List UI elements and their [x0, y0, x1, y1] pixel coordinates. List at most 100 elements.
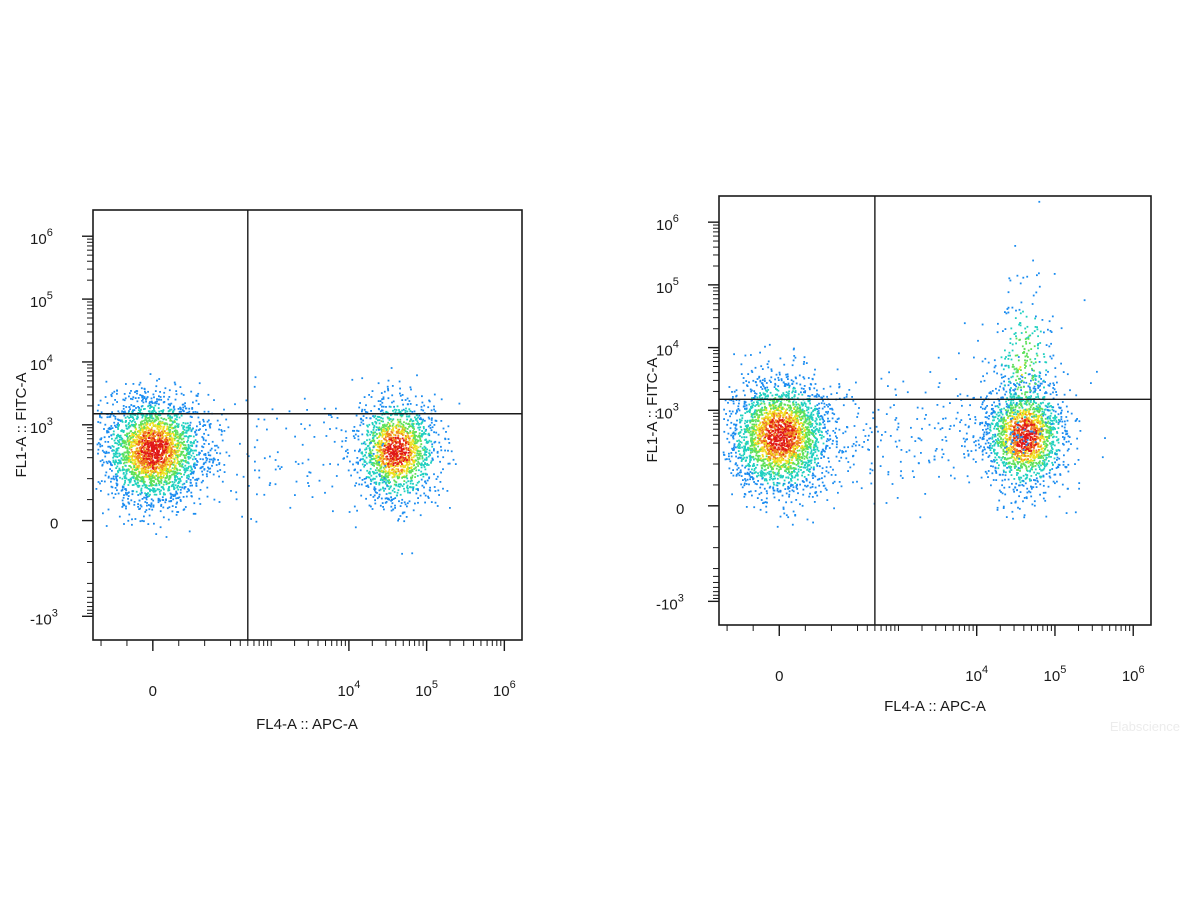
- event-dot: [787, 457, 790, 460]
- event-dot: [758, 424, 760, 426]
- event-dot: [393, 446, 396, 449]
- event-dot: [144, 417, 147, 419]
- event-dot: [169, 404, 171, 407]
- event-dot: [147, 437, 150, 439]
- event-dot: [254, 460, 256, 463]
- event-dot: [141, 469, 143, 471]
- event-dot: [382, 466, 385, 469]
- event-dot: [201, 465, 204, 468]
- event-dot: [387, 435, 389, 438]
- event-dot: [202, 418, 205, 421]
- event-dot: [165, 454, 168, 456]
- event-dot: [150, 461, 153, 464]
- event-dot: [140, 453, 143, 456]
- event-dot: [197, 403, 200, 405]
- event-dot: [404, 464, 406, 467]
- event-dot: [436, 505, 439, 507]
- event-dot: [152, 499, 155, 502]
- event-dot: [99, 445, 102, 448]
- event-dot: [405, 469, 408, 472]
- event-dot: [414, 476, 416, 478]
- event-dot: [165, 439, 168, 441]
- event-dot: [197, 477, 200, 480]
- event-dot: [415, 488, 418, 490]
- event-dot: [158, 378, 161, 380]
- event-dot: [112, 430, 115, 433]
- event-dot: [153, 522, 155, 525]
- event-dot: [374, 488, 377, 490]
- event-dot: [152, 412, 154, 414]
- event-dot: [392, 409, 394, 412]
- event-dot: [143, 460, 145, 462]
- event-dot: [360, 452, 363, 454]
- event-dot: [179, 444, 182, 446]
- event-dot: [193, 442, 195, 445]
- event-dot: [409, 420, 411, 423]
- event-dot: [342, 457, 345, 460]
- event-dot: [159, 477, 162, 479]
- event-dot: [389, 481, 391, 484]
- event-dot: [172, 409, 175, 412]
- event-dot: [400, 454, 403, 456]
- event-dot: [433, 431, 435, 434]
- event-dot: [121, 458, 124, 461]
- event-dot: [787, 428, 790, 431]
- event-dot: [138, 465, 140, 468]
- event-dot: [745, 431, 748, 433]
- event-dot: [170, 427, 173, 429]
- event-dot: [391, 468, 394, 471]
- event-dot: [423, 458, 426, 461]
- event-dot: [391, 448, 394, 450]
- event-dot: [123, 445, 126, 447]
- event-dot: [425, 428, 427, 431]
- event-dot: [379, 456, 381, 459]
- event-dot: [157, 501, 160, 504]
- event-dot: [189, 484, 192, 487]
- event-dot: [151, 430, 153, 433]
- event-dot: [415, 445, 418, 448]
- event-dot: [376, 445, 379, 448]
- event-dot: [158, 449, 160, 452]
- event-dot: [129, 471, 131, 473]
- event-dot: [387, 470, 390, 473]
- event-dot: [176, 486, 179, 489]
- event-dot: [398, 439, 401, 442]
- event-dot: [169, 424, 172, 427]
- event-dot: [406, 448, 408, 451]
- event-dot: [416, 440, 419, 443]
- event-dot: [392, 471, 395, 474]
- event-dot: [157, 418, 160, 421]
- event-dot: [118, 461, 121, 464]
- event-dot: [110, 480, 112, 483]
- event-dot: [853, 425, 856, 427]
- event-dot: [401, 409, 403, 412]
- event-dot: [127, 468, 130, 471]
- event-dot: [122, 407, 125, 410]
- event-dot: [142, 469, 145, 472]
- event-dot: [373, 488, 376, 490]
- event-dot: [114, 415, 117, 418]
- event-dot: [148, 474, 151, 477]
- event-dot: [447, 462, 450, 465]
- event-dot: [380, 428, 383, 431]
- event-dot: [383, 508, 385, 511]
- event-dot: [400, 433, 403, 435]
- event-dot: [412, 426, 415, 428]
- event-dot: [135, 443, 138, 445]
- event-dot: [151, 434, 154, 437]
- event-dot: [177, 482, 179, 485]
- event-dot: [392, 450, 395, 453]
- event-dot: [189, 426, 191, 429]
- event-dot: [424, 450, 426, 453]
- event-dot: [380, 464, 383, 466]
- event-dot: [139, 451, 142, 454]
- event-dot: [169, 465, 171, 467]
- event-dot: [392, 476, 394, 478]
- event-dot: [160, 425, 163, 428]
- event-dot: [168, 478, 171, 480]
- event-dot: [279, 467, 281, 470]
- event-dot: [113, 421, 116, 424]
- event-dot: [176, 431, 179, 434]
- event-dot: [394, 507, 396, 509]
- event-dot: [419, 474, 422, 476]
